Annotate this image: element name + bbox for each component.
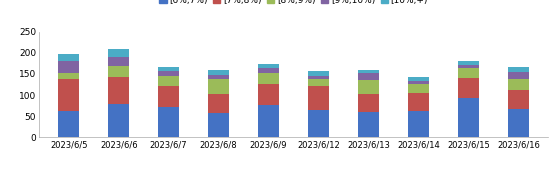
Bar: [258, 84, 279, 105]
Bar: [308, 86, 329, 110]
Bar: [358, 73, 379, 80]
Bar: [458, 78, 479, 98]
Bar: [158, 86, 179, 107]
Bar: [108, 49, 129, 57]
Bar: [258, 64, 279, 68]
Bar: [108, 104, 129, 137]
Legend: [6%,7%), [7%,8%), [8%,9%), [9%,10%), [10%,+): [6%,7%), [7%,8%), [8%,9%), [9%,10%), [10…: [160, 0, 428, 5]
Bar: [58, 61, 79, 73]
Bar: [208, 75, 229, 79]
Bar: [458, 68, 479, 78]
Bar: [408, 111, 429, 137]
Bar: [408, 84, 429, 93]
Bar: [108, 57, 129, 66]
Bar: [408, 81, 429, 84]
Bar: [158, 76, 179, 86]
Bar: [508, 67, 529, 72]
Bar: [158, 67, 179, 71]
Bar: [258, 68, 279, 73]
Bar: [408, 93, 429, 111]
Bar: [108, 77, 129, 104]
Bar: [258, 73, 279, 84]
Bar: [408, 77, 429, 81]
Bar: [58, 79, 79, 111]
Bar: [58, 111, 79, 137]
Bar: [308, 110, 329, 137]
Bar: [208, 113, 229, 137]
Bar: [158, 71, 179, 76]
Bar: [158, 107, 179, 137]
Bar: [108, 66, 129, 77]
Bar: [308, 76, 329, 79]
Bar: [358, 112, 379, 137]
Bar: [508, 109, 529, 137]
Bar: [508, 90, 529, 109]
Bar: [308, 71, 329, 76]
Bar: [508, 79, 529, 90]
Bar: [58, 73, 79, 79]
Bar: [308, 79, 329, 86]
Bar: [208, 94, 229, 113]
Bar: [208, 70, 229, 75]
Bar: [508, 72, 529, 79]
Bar: [258, 105, 279, 137]
Bar: [458, 65, 479, 68]
Bar: [58, 54, 79, 61]
Bar: [358, 70, 379, 73]
Bar: [358, 94, 379, 112]
Bar: [458, 61, 479, 65]
Bar: [458, 98, 479, 137]
Bar: [208, 79, 229, 94]
Bar: [358, 80, 379, 94]
